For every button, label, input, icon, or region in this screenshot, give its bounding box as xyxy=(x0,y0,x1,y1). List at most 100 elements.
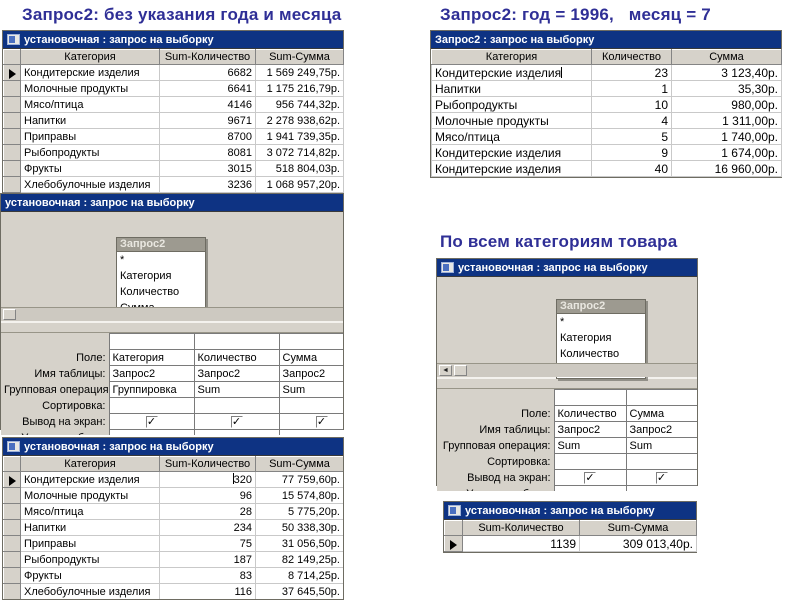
record-selector[interactable] xyxy=(3,583,21,599)
column-header[interactable]: Sum-Сумма xyxy=(255,49,344,65)
window-titlebar[interactable]: установочная : запрос на выборку xyxy=(3,31,343,49)
column-selector[interactable] xyxy=(278,333,343,350)
window-titlebar[interactable]: установочная : запрос на выборку xyxy=(437,259,697,277)
cell-category[interactable]: Рыбопродукты xyxy=(431,96,592,113)
sort-cell[interactable] xyxy=(625,453,697,470)
cell-sum[interactable]: 2 278 938,62р. xyxy=(255,112,344,129)
cell-category[interactable]: Напитки xyxy=(431,80,592,97)
record-selector[interactable] xyxy=(3,160,21,177)
cell-quantity[interactable]: 1 xyxy=(591,80,672,97)
column-selector[interactable] xyxy=(108,333,195,350)
cell-quantity[interactable]: 3015 xyxy=(159,160,256,177)
record-selector[interactable] xyxy=(3,64,21,81)
field-list-item[interactable]: * xyxy=(560,316,565,328)
field-list-item[interactable]: * xyxy=(120,254,125,266)
cell-category[interactable]: Молочные продукты xyxy=(20,487,160,504)
record-selector[interactable] xyxy=(3,471,21,488)
cell-sum[interactable]: 31 056,50р. xyxy=(255,535,343,552)
table-cell[interactable]: Запрос2 xyxy=(553,421,627,438)
cell-category[interactable]: Мясо/птица xyxy=(20,503,160,520)
show-checkbox[interactable] xyxy=(315,415,328,428)
cell-sum[interactable]: 980,00р. xyxy=(671,96,782,113)
field-cell[interactable]: Сумма xyxy=(278,349,343,366)
cell-quantity[interactable]: 4 xyxy=(591,112,672,129)
column-header[interactable]: Sum-Количество xyxy=(159,456,256,472)
cell-sum[interactable]: 16 960,00р. xyxy=(671,160,782,177)
cell-category[interactable]: Кондитерские изделия xyxy=(431,64,592,81)
record-selector[interactable] xyxy=(3,96,21,113)
group-cell[interactable]: Sum xyxy=(193,381,280,398)
sort-cell[interactable] xyxy=(278,397,343,414)
cell-category[interactable]: Кондитерские изделия xyxy=(20,64,160,81)
cell-quantity[interactable]: 6682 xyxy=(159,64,256,81)
cell-quantity[interactable]: 187 xyxy=(159,551,256,568)
field-list-item[interactable]: Категория xyxy=(120,270,172,282)
cell-category[interactable]: Молочные продукты xyxy=(431,112,592,129)
select-all-corner[interactable] xyxy=(3,49,21,65)
column-selector[interactable] xyxy=(553,389,627,406)
cell-sum[interactable]: 77 759,60р. xyxy=(255,471,343,488)
cell-sum[interactable]: 50 338,30р. xyxy=(255,519,343,536)
cell-category[interactable]: Приправы xyxy=(20,128,160,145)
field-list[interactable]: Запрос2 * Категория Количество Сумма xyxy=(116,237,206,317)
table-cell[interactable]: Запрос2 xyxy=(193,365,280,382)
cell-sum[interactable]: 3 123,40р. xyxy=(671,64,782,81)
column-header[interactable]: Sum-Сумма xyxy=(255,456,343,472)
cell-category[interactable]: Фрукты xyxy=(20,567,160,584)
cell-quantity[interactable]: 28 xyxy=(159,503,256,520)
cell-quantity[interactable]: 96 xyxy=(159,487,256,504)
group-cell[interactable]: Sum xyxy=(553,437,627,454)
record-selector[interactable] xyxy=(3,487,21,504)
cell-sum[interactable]: 1 569 249,75р. xyxy=(255,64,344,81)
cell-quantity[interactable]: 5 xyxy=(591,128,672,145)
record-selector[interactable] xyxy=(3,128,21,145)
record-selector[interactable] xyxy=(3,112,21,129)
cell-sum[interactable]: 1 941 739,35р. xyxy=(255,128,344,145)
criteria-cell[interactable] xyxy=(553,485,627,491)
column-header[interactable]: Категория xyxy=(20,456,160,472)
record-selector[interactable] xyxy=(3,519,21,536)
show-checkbox[interactable] xyxy=(584,471,596,484)
cell-sum[interactable]: 309 013,40р. xyxy=(579,535,697,552)
cell-sum[interactable]: 1 674,00р. xyxy=(671,144,782,161)
group-cell[interactable]: Sum xyxy=(278,381,343,398)
cell-sum[interactable]: 1 740,00р. xyxy=(671,128,782,145)
cell-category[interactable]: Мясо/птица xyxy=(431,128,592,145)
record-selector[interactable] xyxy=(3,535,21,552)
table-cell[interactable]: Запрос2 xyxy=(278,365,343,382)
table-cell[interactable]: Запрос2 xyxy=(625,421,697,438)
cell-quantity[interactable]: 6641 xyxy=(159,80,256,97)
cell-category[interactable]: Молочные продукты xyxy=(20,80,160,97)
horizontal-scrollbar[interactable] xyxy=(1,307,343,321)
cell-quantity[interactable]: 234 xyxy=(159,519,256,536)
field-list-item[interactable]: Количество xyxy=(120,286,180,298)
cell-category[interactable]: Хлебобулочные изделия xyxy=(20,176,160,193)
group-cell[interactable]: Группировка xyxy=(108,381,195,398)
record-selector[interactable] xyxy=(3,144,21,161)
cell-sum[interactable]: 5 775,20р. xyxy=(255,503,343,520)
pane-splitter[interactable] xyxy=(1,321,343,333)
query-window-icon[interactable] xyxy=(7,441,20,452)
cell-sum[interactable]: 1 311,00р. xyxy=(671,112,782,129)
record-selector[interactable] xyxy=(3,567,21,584)
cell-category[interactable]: Рыбопродукты xyxy=(20,551,160,568)
criteria-cell[interactable] xyxy=(108,429,195,435)
cell-sum[interactable]: 35,30р. xyxy=(671,80,782,97)
field-cell[interactable]: Сумма xyxy=(625,405,697,422)
column-header[interactable]: Sum-Количество xyxy=(462,520,580,536)
cell-quantity[interactable]: 75 xyxy=(159,535,256,552)
column-header[interactable]: Sum-Количество xyxy=(159,49,256,65)
cell-sum[interactable]: 1 175 216,79р. xyxy=(255,80,344,97)
criteria-cell[interactable] xyxy=(278,429,343,435)
field-list-title[interactable]: Запрос2 xyxy=(557,300,645,314)
sort-cell[interactable] xyxy=(108,397,195,414)
window-titlebar[interactable]: установочная : запрос на выборку xyxy=(444,502,696,520)
cell-quantity[interactable]: 320 xyxy=(159,471,256,488)
cell-sum[interactable]: 8 714,25р. xyxy=(255,567,343,584)
cell-category[interactable]: Приправы xyxy=(20,535,160,552)
cell-quantity[interactable]: 10 xyxy=(591,96,672,113)
window-titlebar[interactable]: установочная : запрос на выборку xyxy=(1,194,343,212)
cell-quantity[interactable]: 40 xyxy=(591,160,672,177)
cell-quantity[interactable]: 3236 xyxy=(159,176,256,193)
record-selector[interactable] xyxy=(3,176,21,193)
